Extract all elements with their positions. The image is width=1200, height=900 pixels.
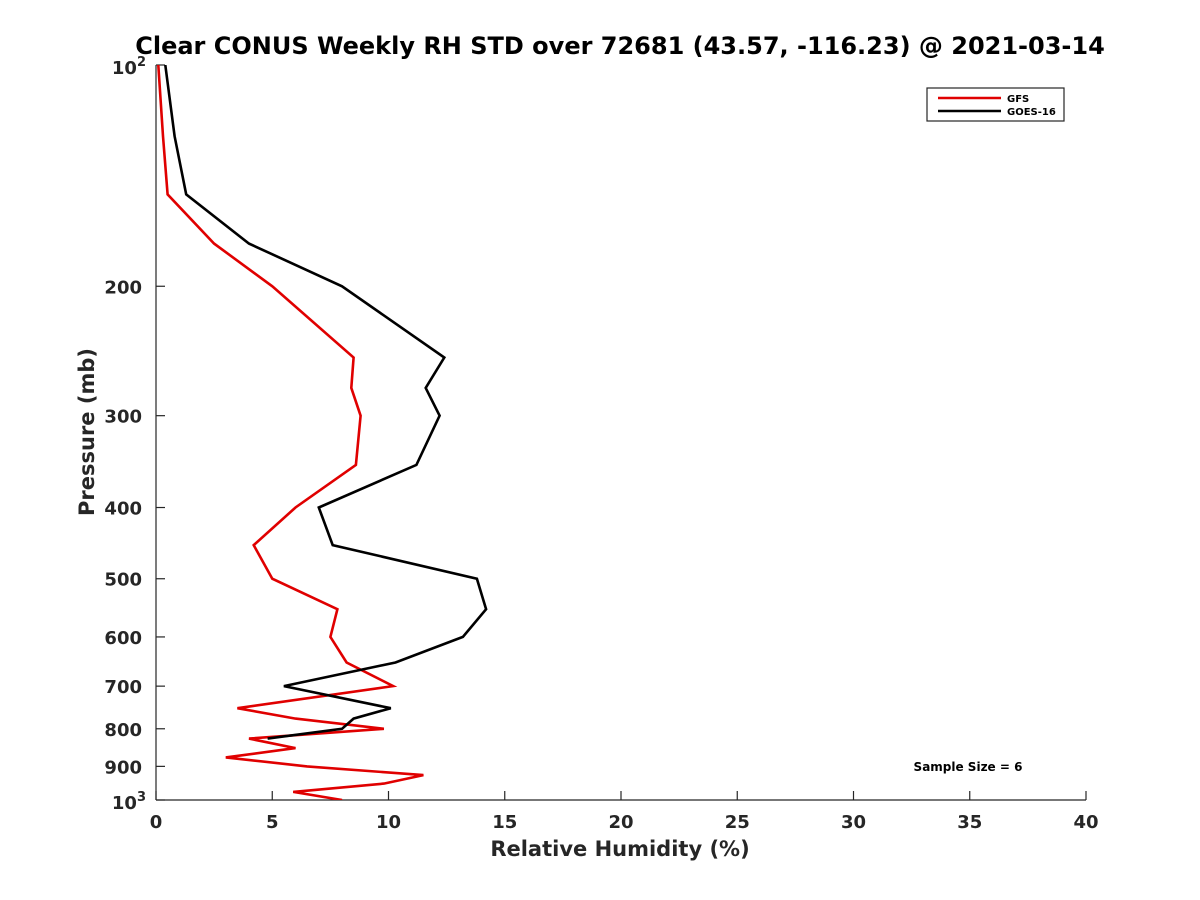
x-tick-label: 40 xyxy=(1073,812,1098,833)
y-axis-label: Pressure (mb) xyxy=(75,348,99,516)
legend: GFS GOES-16 xyxy=(926,87,1065,122)
x-tick-label: 15 xyxy=(492,812,517,833)
y-tick-label: 102 xyxy=(112,55,146,79)
legend-entry-label: GFS xyxy=(1007,94,1029,105)
y-tick-label: 800 xyxy=(104,720,142,741)
series-line-goes-16 xyxy=(164,65,488,740)
x-tick-label: 0 xyxy=(150,812,163,833)
y-tick-label: 300 xyxy=(104,407,142,428)
x-tick-label: 5 xyxy=(266,812,279,833)
chart-title: Clear CONUS Weekly RH STD over 72681 (43… xyxy=(135,32,1105,60)
x-tick-label: 25 xyxy=(725,812,750,833)
legend-box xyxy=(926,87,1065,122)
series-line-gfs xyxy=(157,65,424,800)
x-tick-label: 10 xyxy=(376,812,401,833)
sample-size-annotation: Sample Size = 6 xyxy=(914,760,1023,774)
x-tick-label: 30 xyxy=(841,812,866,833)
y-tick-label: 700 xyxy=(104,677,142,698)
y-tick-label: 900 xyxy=(104,757,142,778)
legend-entry-label: GOES-16 xyxy=(1007,107,1056,118)
y-tick-label: 600 xyxy=(104,628,142,649)
x-tick-label: 35 xyxy=(957,812,982,833)
y-tick-label: 200 xyxy=(104,277,142,298)
x-axis-label: Relative Humidity (%) xyxy=(490,837,749,861)
y-tick-label: 500 xyxy=(104,570,142,591)
plot-area: 0 5 10 15 20 25 30 35 40 102 200 300 400 500 600 700 800… xyxy=(104,55,1098,833)
x-tick-label: 20 xyxy=(608,812,633,833)
y-tick-label: 103 xyxy=(112,790,146,814)
y-tick-label: 400 xyxy=(104,499,142,520)
